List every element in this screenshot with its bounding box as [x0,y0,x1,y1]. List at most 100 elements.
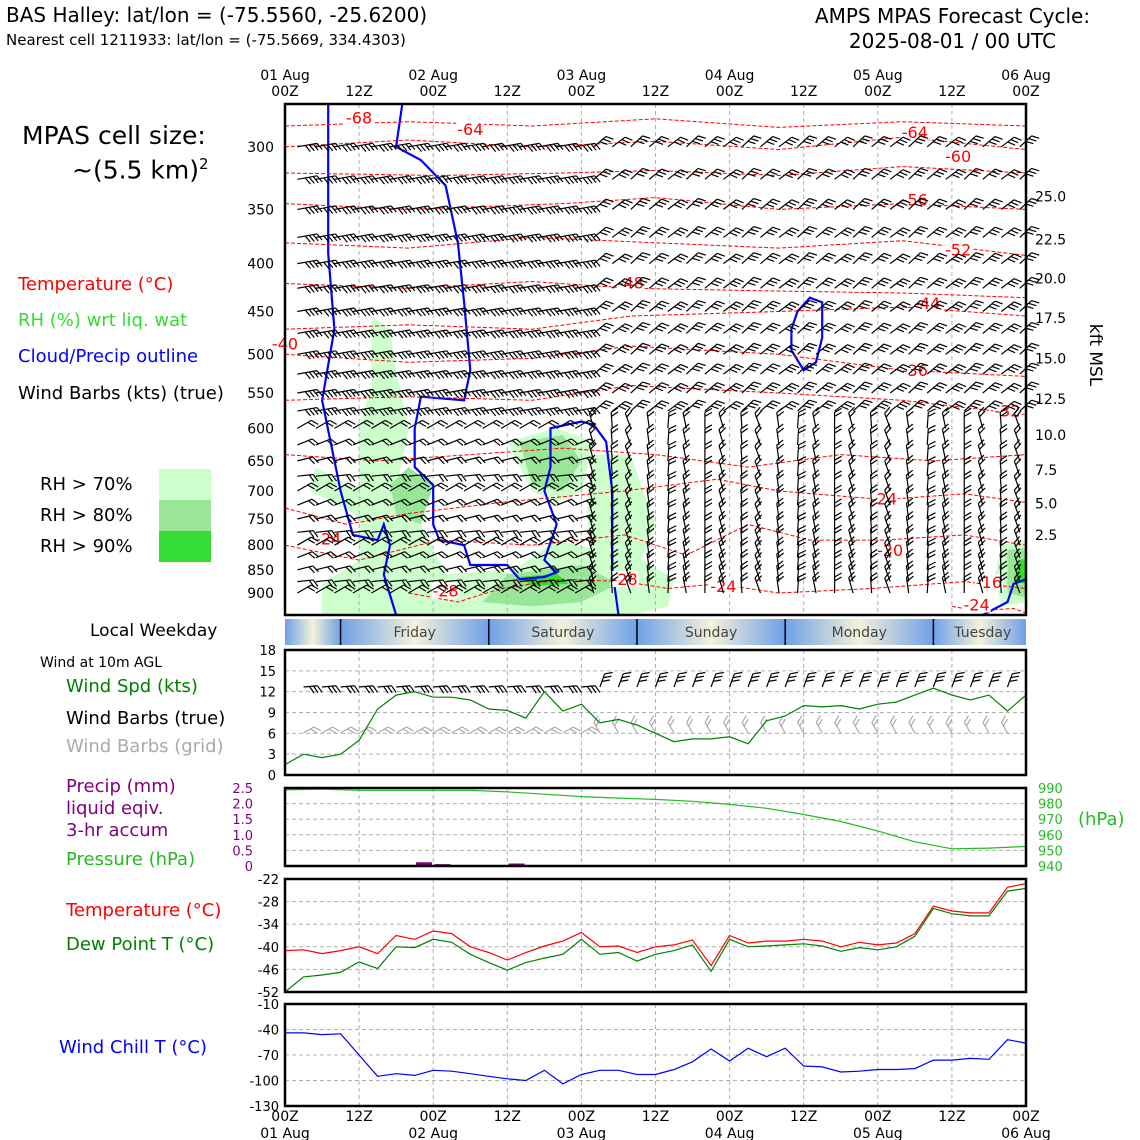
barb-9-8-feather-1 [349,370,356,378]
barb-12-62-staff [667,412,670,429]
sfc-barb-true-30 [470,685,490,694]
barb-24-89-feather-1 [834,576,842,582]
barb-7-59-feather-2 [655,327,664,332]
barb-5-98-feather-0 [902,278,911,283]
barb-15-35-feather-1 [512,474,519,482]
barb-2-116 [1000,199,1022,210]
barb-6-59 [648,300,670,312]
barb-3-80-feather-1 [788,229,797,234]
barb-0-113-feather-2 [988,141,997,146]
barb-0-68-feather-0 [716,135,725,140]
barb-1-83 [797,167,818,180]
barb-1-59-feather-0 [661,168,670,173]
barb-3-35-feather-2 [512,234,519,242]
barb-13-5 [315,438,338,446]
barb-9-41-feather-3 [545,372,552,380]
barb-1-71-feather-2 [729,173,738,179]
barb-13-53-feather-1 [611,427,619,434]
barb-7-92 [852,321,873,334]
barb-7-8-feather-3 [341,331,348,339]
barb-2-89 [834,199,855,210]
barb-6-8-feather-1 [349,308,356,316]
barb-2-53-feather-2 [618,204,627,209]
barb-7-50-feather-0 [605,322,614,327]
barb-5-35-feather-1 [516,285,523,293]
barb-1-32-feather-2 [493,176,501,184]
barb-16-89-feather-0 [834,470,842,476]
barb-6-26-feather-1 [460,308,467,316]
barb-18-29 [463,514,486,523]
barb-6-17 [389,307,416,317]
barb-21-104-feather-0 [928,537,936,543]
barb-4-77 [760,252,781,265]
barb-0-32-feather-1 [497,143,504,151]
barb-0-98-feather-1 [899,139,908,144]
barb-6-23-feather-1 [442,308,449,316]
barb-5-83-feather-2 [803,282,812,286]
barb-8-50 [593,343,614,355]
barb-3-92 [852,225,873,238]
barb-9-113-feather-0 [994,363,1003,368]
barb-4-104-feather-1 [936,255,945,260]
barb-8-23-feather-1 [442,351,449,359]
barb-5-32-feather-1 [497,285,504,293]
barb-1-35-feather-1 [516,176,523,184]
barb-16-62-feather-1 [668,474,677,480]
barb-6-104-feather-0 [939,300,948,305]
barb-11-107 [945,400,967,412]
barb-9-101-feather-2 [914,368,923,372]
barb-7-53 [611,323,633,334]
barb-3-41-feather-3 [545,235,552,243]
barb-8-5-feather-2 [327,351,334,359]
barb-14-104-feather-0 [928,440,936,446]
barb-0-41-feather-3 [545,145,552,152]
barb-0-62 [667,136,689,148]
barb-5-86-feather-0 [828,277,837,282]
barb-1-95-feather-2 [877,173,886,178]
barb-9-83-feather-1 [806,365,815,369]
barb-6-98-feather-1 [899,303,908,309]
barb-1-38 [519,175,545,185]
barb-2-74-staff [741,198,755,210]
barb-14-83-feather-0 [798,440,807,446]
barb-11-5 [315,406,342,417]
barb-1-74 [741,167,762,180]
barb-4-44-feather-2 [568,261,575,269]
barb-12-53-feather-1 [611,411,619,417]
barb-8-104 [926,343,948,355]
barb-20-104-feather-0 [928,525,936,530]
barb-0-110-feather-2 [969,140,978,145]
barb-1-92 [852,167,873,180]
barb-5-47-feather-2 [586,285,593,293]
barb-6-5-feather-2 [327,309,334,316]
barb-5-68-feather-2 [710,282,719,287]
sfc-barb-true-21-feather-0 [428,685,434,693]
barb-4-101-feather-2 [914,257,923,262]
temp-label-bg-15 [610,570,639,587]
barb-5-23-feather-2 [438,285,445,293]
barb-9-71-feather-2 [729,368,738,374]
barb-10-59 [648,382,670,394]
barb-11-26 [445,406,471,417]
barb-4-113-feather-1 [991,255,1000,260]
barb-5-62-feather-1 [677,280,686,285]
barb-6-20-feather-2 [419,309,426,316]
barb-9-62-feather-2 [674,368,682,374]
barb-0-47-feather-3 [582,145,589,152]
barb-16-110-feather-0 [963,470,972,476]
barb-6-5-feather-1 [331,308,338,316]
barb-1-59 [648,168,670,180]
temp-label-bg-16 [709,577,738,594]
barb-8-17-feather-3 [397,352,404,360]
barb-6-20 [408,307,434,317]
barb-7-74-feather-0 [753,321,762,326]
barb-3-11 [352,233,379,243]
barb-7-113 [982,322,1003,334]
barb-16-104-feather-0 [928,470,936,476]
barb-14-62-feather-0 [668,440,677,446]
barb-1-98-feather-1 [899,171,908,176]
barb-20-68-feather-0 [704,524,713,530]
barb-2-26-feather-1 [460,206,467,214]
barb-0-89-feather-2 [840,141,849,146]
barb-0-14-feather-1 [386,143,393,151]
